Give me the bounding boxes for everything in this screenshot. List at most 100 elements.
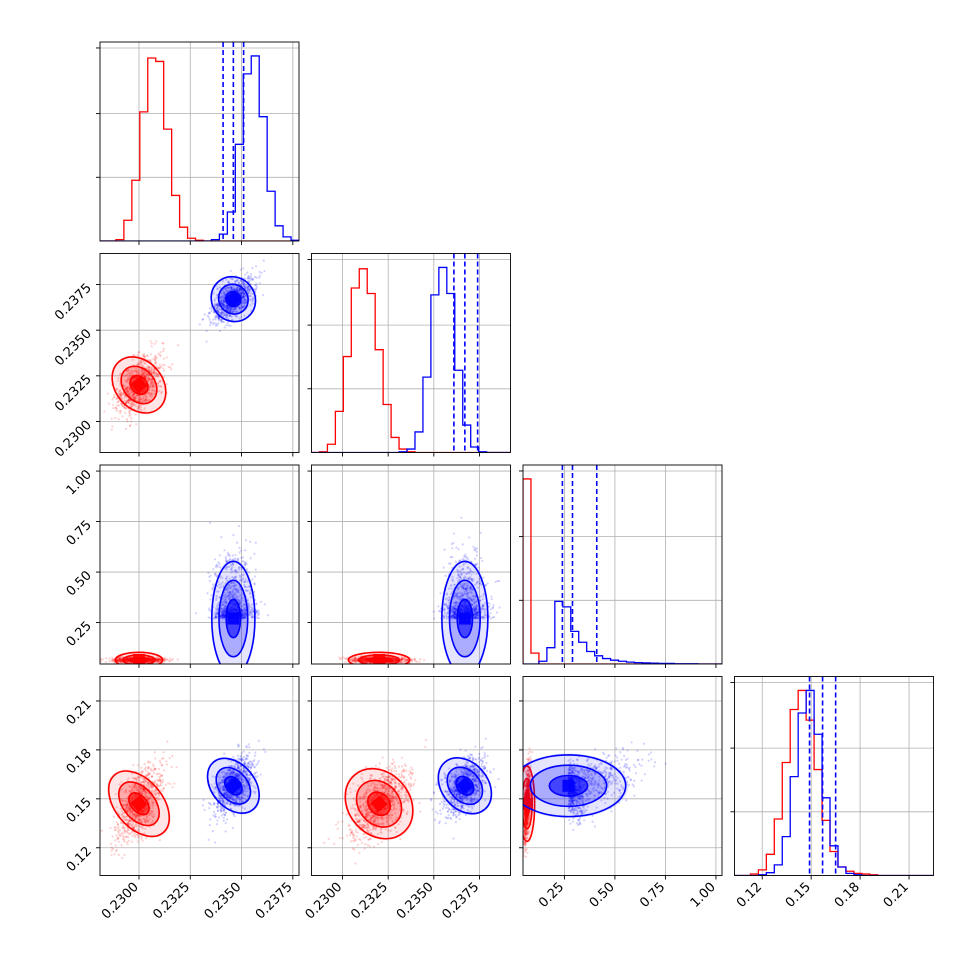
scatter-point xyxy=(112,395,116,399)
scatter-point xyxy=(445,602,448,605)
scatter-point xyxy=(127,372,131,376)
scatter-point xyxy=(131,393,134,397)
scatter-point xyxy=(395,658,398,662)
scatter-point xyxy=(392,658,395,661)
scatter-point xyxy=(245,562,248,566)
scatter-point xyxy=(147,657,150,660)
scatter-point xyxy=(132,392,136,396)
scatter-point xyxy=(238,290,241,293)
scatter-point xyxy=(241,295,244,298)
scatter-point xyxy=(131,402,134,405)
scatter-point xyxy=(141,372,144,375)
scatter-point xyxy=(219,566,222,569)
scatter-point xyxy=(405,659,409,662)
scatter-point xyxy=(231,591,234,594)
scatter-point xyxy=(390,659,393,662)
scatter-point xyxy=(157,352,160,355)
scatter-point xyxy=(465,584,469,587)
scatter-point xyxy=(390,659,393,662)
scatter-point xyxy=(137,397,140,400)
scatter-point xyxy=(117,418,120,421)
scatter-point xyxy=(243,293,246,296)
scatter-point xyxy=(249,605,252,608)
contour xyxy=(357,654,401,664)
scatter-point xyxy=(229,586,232,589)
scatter-point xyxy=(392,660,395,663)
scatter-point xyxy=(222,312,225,315)
scatter-point xyxy=(245,285,248,289)
scatter-point xyxy=(256,616,259,620)
scatter-point xyxy=(245,568,248,571)
scatter-point xyxy=(127,382,130,385)
scatter-point xyxy=(126,660,129,663)
scatter-point xyxy=(148,385,151,388)
scatter-point xyxy=(146,373,149,376)
scatter-point xyxy=(234,280,237,283)
scatter-point xyxy=(222,303,225,306)
scatter-point xyxy=(116,659,119,662)
scatter-point xyxy=(260,271,263,275)
scatter-point xyxy=(126,657,129,660)
scatter-point xyxy=(130,402,133,405)
scatter-point xyxy=(479,595,482,598)
scatter-point xyxy=(251,297,254,300)
scatter-point xyxy=(125,657,129,660)
scatter-point xyxy=(218,316,221,320)
scatter-point xyxy=(244,578,247,581)
scatter-point xyxy=(253,582,256,585)
scatter-point xyxy=(231,563,234,566)
scatter-point xyxy=(126,658,130,661)
scatter-point xyxy=(119,660,122,663)
scatter-point xyxy=(474,616,477,619)
scatter-point xyxy=(140,403,143,407)
scatter-point xyxy=(475,611,478,614)
scatter-point xyxy=(388,655,391,659)
scatter-point xyxy=(120,658,123,661)
scatter-point xyxy=(232,589,235,592)
scatter-point xyxy=(139,361,142,364)
scatter-point xyxy=(139,397,142,400)
scatter-point xyxy=(236,557,239,560)
scatter-point xyxy=(355,658,359,661)
scatter-point xyxy=(119,659,122,662)
scatter-point xyxy=(220,292,223,295)
scatter-point xyxy=(219,614,222,617)
scatter-point xyxy=(239,605,242,609)
scatter-point xyxy=(233,592,236,595)
scatter-point xyxy=(150,370,153,373)
scatter-point xyxy=(242,295,246,298)
scatter-point xyxy=(251,266,254,270)
histogram-blue xyxy=(100,55,299,241)
scatter-point xyxy=(454,602,458,605)
scatter-point xyxy=(225,313,228,316)
scatter-point xyxy=(395,658,399,661)
scatter-point xyxy=(395,659,398,662)
scatter-point xyxy=(125,660,128,663)
scatter-point xyxy=(220,310,224,314)
scatter-point xyxy=(153,358,157,361)
scatter-point xyxy=(242,296,245,299)
scatter-point xyxy=(122,393,125,396)
scatter-point xyxy=(242,295,245,298)
scatter-point xyxy=(481,603,485,606)
scatter-point xyxy=(137,369,141,372)
scatter-point xyxy=(116,658,119,661)
scatter-point xyxy=(219,613,223,616)
scatter-point xyxy=(125,389,128,392)
scatter-point xyxy=(366,659,369,662)
scatter-point xyxy=(223,304,227,308)
scatter-point xyxy=(128,656,131,659)
scatter-point xyxy=(453,611,456,614)
scatter-point xyxy=(389,660,393,663)
contour xyxy=(114,651,164,664)
scatter-point xyxy=(132,392,135,395)
scatter-point xyxy=(154,357,157,360)
scatter-point xyxy=(140,409,144,412)
scatter-point xyxy=(135,423,138,426)
scatter-point xyxy=(246,271,249,274)
scatter-point xyxy=(141,370,144,373)
scatter-point xyxy=(150,658,153,661)
scatter-point xyxy=(240,293,243,296)
scatter-point xyxy=(123,399,126,402)
scatter-point xyxy=(235,279,239,282)
